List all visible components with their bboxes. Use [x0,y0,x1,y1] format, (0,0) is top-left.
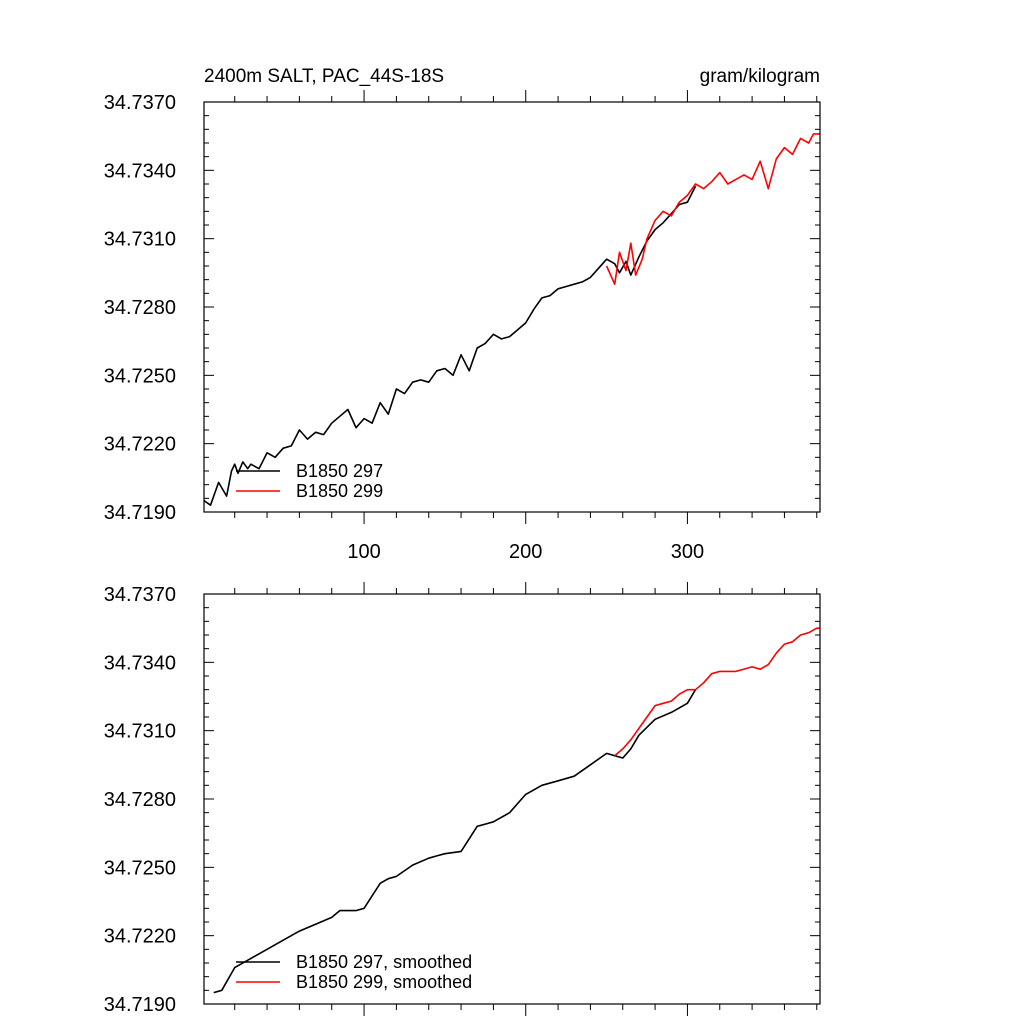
series-line-2 [605,133,820,286]
y-tick-label: 34.7310 [104,229,176,251]
y-tick-label: 34.7280 [104,789,176,811]
series-line-1 [203,185,697,507]
legend-label-series-2: B1850 299 [296,481,383,501]
legend-label-series-1: B1850 297 [296,461,383,481]
y-tick-label: 34.7250 [104,857,176,879]
y-tick-label: 34.7340 [104,160,176,182]
top-plot-frame [203,101,821,513]
top-legend: B1850 297 B1850 299 [236,461,383,501]
y-tick-label: 34.7370 [104,92,176,114]
series-line-2 [614,627,820,757]
y-tick-label: 34.7220 [104,434,176,456]
x-tick-label: 300 [671,541,704,563]
bottom-axes-ticks [204,582,820,1016]
top-series-group [203,133,820,507]
y-tick-label: 34.7190 [104,502,176,524]
y-tick-label: 34.7250 [104,365,176,387]
top-axes-ticks [204,90,820,524]
x-tick-label: 200 [509,541,542,563]
x-tick-label: 100 [347,541,380,563]
y-tick-label: 34.7280 [104,297,176,319]
top-axes-labels: 34.7190 34.7220 34.7250 34.7280 34.7310 34.73… [104,92,704,563]
y-tick-label: 34.7220 [104,926,176,948]
legend-label-series-2: B1850 299, smoothed [296,972,472,992]
top-chart-panel: 2400m SALT, PAC_44S-18S gram/kilogram 34… [104,66,821,563]
bottom-legend: B1850 297, smoothed B1850 299, smoothed [236,952,472,992]
legend-label-series-1: B1850 297, smoothed [296,952,472,972]
bottom-plot-frame [203,593,821,1005]
y-tick-label: 34.7340 [104,652,176,674]
y-tick-label: 34.7190 [104,994,176,1016]
chart-title: 2400m SALT, PAC_44S-18S [204,66,444,87]
y-tick-label: 34.7310 [104,721,176,743]
y-tick-label: 34.7370 [104,584,176,606]
chart-units: gram/kilogram [700,66,820,87]
bottom-series-group [213,627,820,994]
bottom-chart-panel: 34.7190 34.7220 34.7250 34.7280 34.7310 34.73… [104,582,821,1016]
bottom-axes-labels: 34.7190 34.7220 34.7250 34.7280 34.7310 34.73… [104,584,176,1016]
series-line-1 [213,689,697,994]
